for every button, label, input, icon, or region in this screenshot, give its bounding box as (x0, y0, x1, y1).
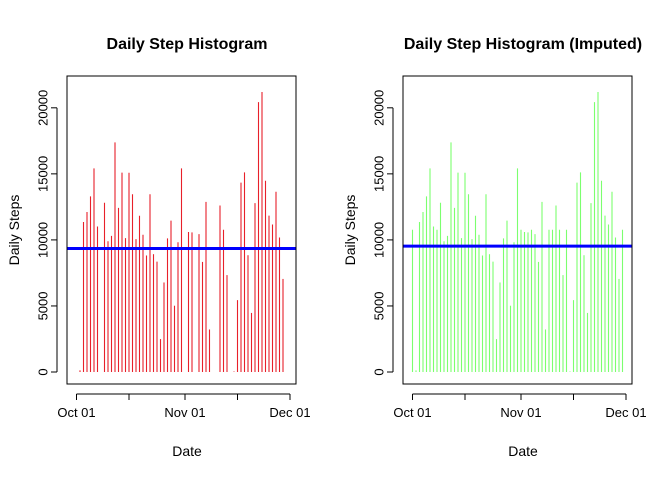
y-axis-label: Daily Steps (6, 195, 22, 266)
plot-frame (402, 75, 633, 385)
y-tick-label: 5000 (36, 291, 51, 320)
x-tick-label: Nov 01 (500, 405, 541, 420)
x-tick-label: Nov 01 (164, 405, 205, 420)
x-tick-label: Oct 01 (393, 405, 431, 420)
x-axis-label: Date (172, 443, 202, 459)
y-tick-label: 10000 (36, 222, 51, 258)
y-tick-label: 10000 (372, 222, 387, 258)
plot-frame (66, 75, 297, 385)
x-tick-label: Dec 01 (605, 405, 646, 420)
y-axis-label: Daily Steps (342, 195, 358, 266)
y-tick-label: 20000 (36, 90, 51, 126)
y-tick-label: 5000 (372, 291, 387, 320)
chart-title: Daily Step Histogram (107, 36, 268, 53)
x-tick-label: Oct 01 (57, 405, 95, 420)
chart-title: Daily Step Histogram (Imputed) (404, 36, 642, 53)
left-chart-panel: Daily Step Histogram Date Daily Steps 0 5… (6, 36, 311, 459)
x-tick-label: Dec 01 (269, 405, 310, 420)
y-tick-label: 0 (372, 368, 387, 375)
y-tick-label: 0 (36, 368, 51, 375)
x-axis-label: Date (508, 443, 538, 459)
y-tick-label: 20000 (372, 90, 387, 126)
y-tick-label: 15000 (372, 156, 387, 192)
right-chart-panel: Daily Step Histogram (Imputed) Date Dail… (342, 36, 647, 459)
y-tick-label: 15000 (36, 156, 51, 192)
